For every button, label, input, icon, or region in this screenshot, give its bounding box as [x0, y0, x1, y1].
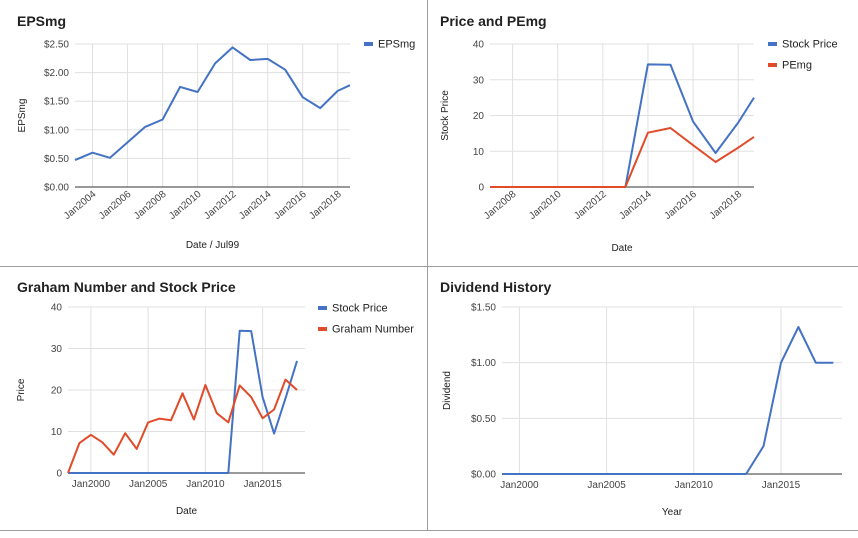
panel-divider-vertical	[427, 0, 428, 530]
legend-swatch	[768, 42, 777, 46]
chart-svg: Dividend History $0.00 $0.50 $1.00 $1.50 Jan2…	[440, 279, 842, 518]
x-tick-label: Jan2012	[202, 189, 239, 222]
y-tick-label: 10	[473, 147, 485, 158]
chart-title: EPSmg	[17, 13, 66, 29]
chart-title: Price and PEmg	[440, 13, 547, 29]
x-tick-label: Jan2014	[617, 189, 654, 222]
y-tick-label: $0.50	[44, 154, 69, 165]
x-tick-label: Jan2014	[237, 189, 274, 222]
series-line-1	[67, 378, 298, 474]
series-line-0	[502, 326, 834, 475]
x-tick-label: Jan2010	[167, 189, 204, 222]
series-line-1	[490, 127, 755, 188]
chart-title: Dividend History	[440, 279, 551, 295]
x-tick-label: Jan2018	[307, 189, 344, 222]
x-tick-label: Jan2004	[62, 189, 99, 222]
x-tick-label: Jan2015	[762, 480, 801, 491]
x-tick-label: Jan2005	[129, 479, 168, 490]
panel-divider-horizontal	[0, 266, 858, 267]
series-line-0	[68, 329, 298, 474]
x-tick-label: Jan2016	[272, 189, 309, 222]
x-axis-title: Date / Jul99	[186, 240, 240, 251]
legend-swatch	[318, 327, 327, 331]
y-axis-title: Dividend	[442, 371, 453, 410]
x-axis-title: Date	[176, 506, 198, 517]
x-tick-label: Jan2010	[186, 479, 225, 490]
legend-label: PEmg	[782, 60, 812, 72]
y-tick-label: 30	[473, 75, 485, 86]
y-tick-label: 0	[478, 183, 484, 194]
y-tick-label: 10	[51, 427, 63, 438]
price-and-pemg-chart: Price and PEmg 0 10 20 30 40 Jan2008 Jan2010 Jan…	[428, 0, 858, 266]
y-axis-title: EPSmg	[17, 99, 28, 133]
dividend-history-chart: Dividend History $0.00 $0.50 $1.00 $1.50 Jan2…	[428, 267, 858, 538]
y-tick-label: $1.00	[44, 125, 69, 136]
y-axis-title: Price	[16, 378, 27, 401]
legend-label: Stock Price	[332, 303, 388, 315]
x-axis-title: Year	[662, 507, 683, 518]
panel-divider-bottom	[0, 530, 858, 531]
x-axis-title: Date	[611, 243, 633, 254]
legend-label: Graham Number	[332, 324, 414, 336]
x-tick-label: Jan2000	[500, 480, 539, 491]
x-tick-label: Jan2015	[243, 479, 282, 490]
x-tick-label: Jan2006	[97, 189, 134, 222]
x-tick-label: Jan2010	[527, 189, 564, 222]
y-tick-label: 0	[56, 469, 62, 480]
y-tick-label: $2.50	[44, 40, 69, 51]
x-tick-label: Jan2010	[675, 480, 714, 491]
y-tick-label: $1.50	[44, 97, 69, 108]
x-tick-label: Jan2008	[132, 189, 169, 222]
x-tick-label: Jan2008	[482, 189, 519, 222]
legend-label: Stock Price	[782, 39, 838, 51]
x-tick-label: Jan2016	[663, 189, 700, 222]
epsmg-chart: EPSmg $0.00 $0.50 $1.00 $1.50 $2.00 $2.50 Jan20…	[0, 0, 427, 266]
y-tick-label: $1.50	[471, 303, 496, 314]
legend-swatch	[364, 42, 373, 46]
y-tick-label: 20	[473, 111, 485, 122]
x-tick-label: Jan2005	[587, 480, 626, 491]
chart-svg: EPSmg $0.00 $0.50 $1.00 $1.50 $2.00 $2.50 Jan20…	[17, 13, 415, 251]
y-tick-label: 40	[473, 40, 485, 51]
series-line-0	[74, 46, 351, 162]
legend-swatch	[768, 63, 777, 67]
y-tick-label: 30	[51, 344, 63, 355]
chart-svg: Graham Number and Stock Price 0 10 20 30 40 Ja…	[16, 279, 414, 517]
legend-swatch	[318, 306, 327, 310]
y-tick-label: 20	[51, 386, 63, 397]
x-tick-label: Jan2018	[708, 189, 745, 222]
y-tick-label: $2.00	[44, 68, 69, 79]
y-tick-label: $0.00	[471, 470, 496, 481]
y-tick-label: $1.00	[471, 358, 496, 369]
x-tick-label: Jan2000	[72, 479, 111, 490]
series-line-0	[490, 63, 755, 188]
y-axis-title: Stock Price	[440, 90, 451, 141]
chart-title: Graham Number and Stock Price	[17, 279, 236, 295]
y-tick-label: $0.50	[471, 414, 496, 425]
graham-number-chart: Graham Number and Stock Price 0 10 20 30 40 Ja…	[0, 267, 427, 538]
y-tick-label: 40	[51, 303, 63, 314]
legend-label: EPSmg	[378, 39, 415, 51]
x-tick-label: Jan2012	[572, 189, 609, 222]
y-tick-label: $0.00	[44, 183, 69, 194]
